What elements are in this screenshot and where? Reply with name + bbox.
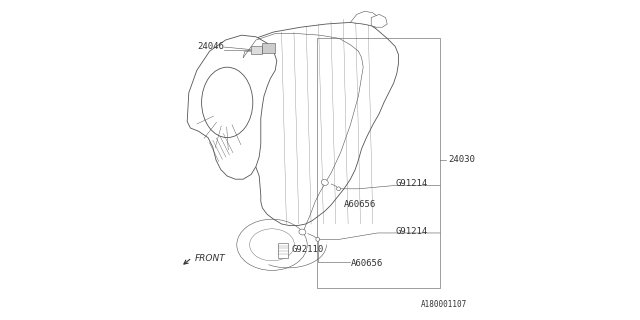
Text: 24030: 24030	[448, 156, 475, 164]
Polygon shape	[240, 22, 398, 226]
Circle shape	[316, 237, 320, 241]
Text: G91214: G91214	[396, 228, 428, 236]
Text: A180001107: A180001107	[421, 300, 467, 309]
Text: A60656: A60656	[351, 260, 383, 268]
Polygon shape	[371, 14, 387, 27]
Polygon shape	[351, 11, 381, 27]
Text: G92110: G92110	[291, 245, 323, 254]
Circle shape	[337, 187, 340, 191]
Bar	[251, 46, 262, 54]
Ellipse shape	[321, 180, 328, 185]
Text: G91214: G91214	[396, 180, 428, 188]
Text: FRONT: FRONT	[195, 254, 225, 263]
Bar	[262, 43, 275, 53]
Bar	[278, 243, 288, 258]
Polygon shape	[187, 35, 277, 179]
Ellipse shape	[299, 229, 306, 235]
Text: A60656: A60656	[344, 200, 376, 209]
Bar	[317, 38, 440, 288]
Text: 24046: 24046	[197, 42, 224, 51]
